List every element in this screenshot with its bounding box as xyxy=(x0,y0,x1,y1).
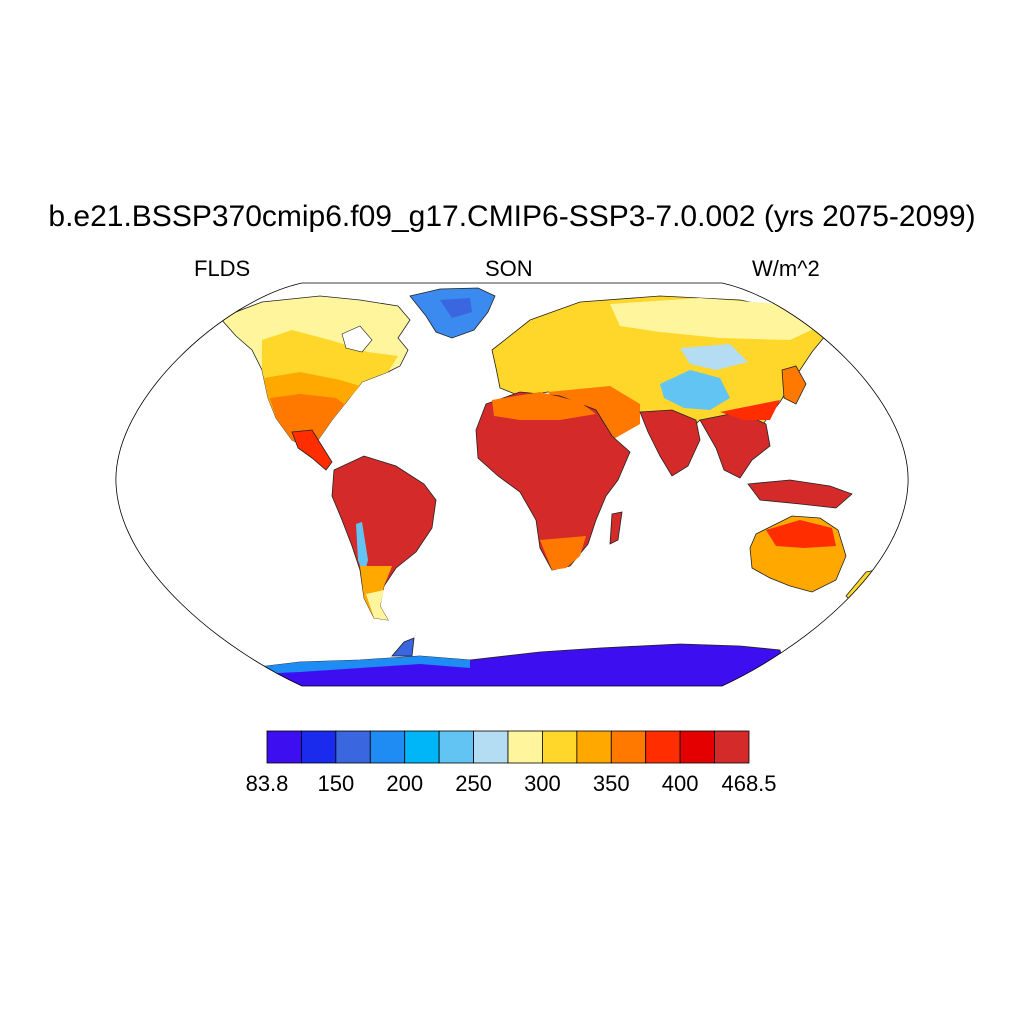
globe-outline xyxy=(115,282,909,687)
north-america-coast xyxy=(270,394,344,446)
colorbar-swatch xyxy=(266,730,302,764)
greenland-core xyxy=(440,298,472,318)
season-label: SON xyxy=(485,256,533,281)
units-label: W/m^2 xyxy=(752,256,820,281)
colorbar-swatch xyxy=(473,730,509,764)
variable-label: FLDS xyxy=(194,256,251,281)
colorbar-tick-label: 300 xyxy=(524,771,561,796)
maritime-islands xyxy=(747,479,853,509)
colorbar-tick-label: 400 xyxy=(661,771,699,796)
central-america xyxy=(291,429,333,471)
south-america-andes xyxy=(356,522,368,576)
new-zealand xyxy=(845,569,877,603)
colorbar-tick-label: 468.5 xyxy=(721,771,777,796)
japan xyxy=(781,365,807,405)
colorbar-swatch xyxy=(507,730,543,764)
colorbar-tick-label: 250 xyxy=(455,771,492,796)
colorbar-swatch xyxy=(645,730,681,764)
east-asia-south xyxy=(720,400,780,420)
colorbar-swatch xyxy=(404,730,440,764)
colorbar-swatch xyxy=(576,730,612,764)
colorbar-swatch xyxy=(714,730,750,764)
colorbar-tick-label: 200 xyxy=(386,771,424,796)
colorbar-swatch xyxy=(679,730,715,764)
antarctic-peninsula xyxy=(391,637,415,657)
colorbar-swatch xyxy=(335,730,371,764)
africa-region xyxy=(475,391,631,571)
colorbar-tick-label: 350 xyxy=(592,771,630,796)
colorbar-swatch xyxy=(542,730,578,764)
patagonia xyxy=(366,590,388,620)
land-fill-layer xyxy=(219,287,877,686)
colorbar-tick-label: 83.8 xyxy=(245,771,289,796)
australia-north xyxy=(766,520,836,548)
colorbar-swatch xyxy=(301,730,337,764)
colorbar-swatch xyxy=(369,730,406,764)
southeast-asia xyxy=(699,411,771,479)
siberia-cool xyxy=(610,298,820,340)
colorbar-tick-label: 150 xyxy=(317,771,355,796)
mongolia-cool xyxy=(680,344,748,370)
colorbar-swatch xyxy=(610,730,647,764)
tibet-cold xyxy=(660,370,730,410)
south-america-region xyxy=(331,455,437,621)
colorbar-swatch xyxy=(438,730,474,764)
colorbar xyxy=(266,730,750,764)
antarctica-coast xyxy=(250,656,470,674)
north-africa xyxy=(492,392,596,420)
south-africa xyxy=(540,536,586,570)
india-region xyxy=(639,409,701,477)
hudson-bay xyxy=(341,325,373,353)
plot-title: b.e21.BSSP370cmip6.f09_g17.CMIP6-SSP3-7.… xyxy=(48,200,976,233)
madagascar xyxy=(609,511,623,545)
